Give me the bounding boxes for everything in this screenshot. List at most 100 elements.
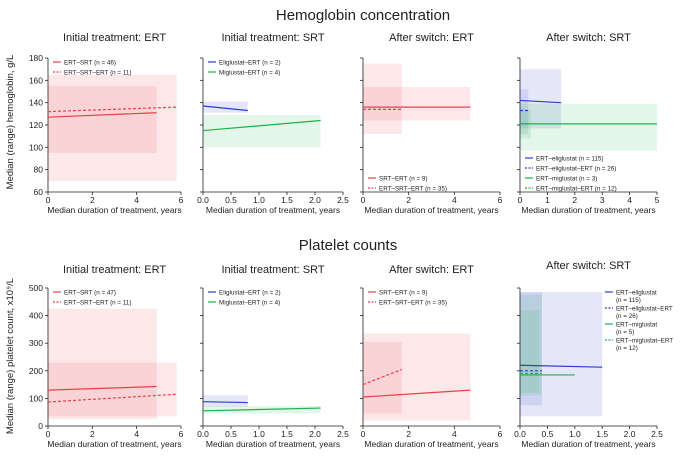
x-axis-title: Median duration of treatment, years — [47, 205, 181, 215]
x-tick-label: 2 — [406, 195, 411, 205]
x-tick-label: 0 — [46, 195, 51, 205]
x-tick-label: 6 — [498, 195, 503, 205]
x-tick-label: 1.0 — [569, 429, 581, 439]
series-line-1 — [202, 401, 248, 404]
hemoglobin-y-axis-label: Median (range) hemoglobin, g/L — [5, 55, 16, 190]
series-line-2 — [47, 393, 177, 403]
series-line-1 — [519, 364, 603, 368]
x-tick-label: 0 — [46, 429, 51, 439]
series-line-1 — [47, 385, 157, 391]
panel-title: Initial treatment: SRT — [221, 32, 324, 44]
legend-entry-1: SRT–ERT (n = 9) — [379, 290, 427, 297]
range-band-2 — [363, 63, 402, 134]
x-tick-label: 5 — [655, 195, 660, 205]
x-tick-label: 0.5 — [541, 429, 553, 439]
range-band-1 — [363, 333, 471, 421]
legend-entry-1: Eliglustat–ERT (n = 2) — [219, 60, 281, 67]
x-tick-label: 6 — [498, 429, 503, 439]
x-tick-label: 3 — [600, 195, 605, 205]
legend-entry-2: Miglustat–ERT (n = 4) — [219, 70, 280, 77]
range-band-1 — [203, 101, 248, 113]
range-band-1 — [48, 85, 157, 153]
range-band-2 — [203, 114, 321, 148]
x-tick-label: 0 — [518, 195, 523, 205]
legend-entry-2: ERT–eliglustat–ERT (n = 26) — [616, 306, 673, 321]
legend-entry-3: ERT–miglustat (n = 5) — [616, 322, 657, 337]
y-tick-label: 160 — [29, 75, 43, 85]
range-band-1 — [203, 395, 248, 407]
panel-title: After switch: ERT — [389, 264, 474, 276]
y-tick-label: 300 — [29, 338, 43, 348]
series-line-1 — [202, 105, 248, 112]
x-tick-label: 6 — [179, 429, 184, 439]
chart-panel-hb-ert: Initial treatment: ERT608010012014016018… — [29, 32, 184, 215]
x-axis-title: Median duration of treatment, years — [521, 439, 655, 449]
panel-title: Initial treatment: ERT — [63, 32, 166, 44]
x-tick-label: 1.5 — [281, 429, 293, 439]
x-tick-label: 1.5 — [596, 429, 608, 439]
platelet-section-title: Platelet counts — [299, 237, 397, 254]
y-tick-label: 180 — [29, 53, 43, 63]
legend-entry-2: ERT–eliglustat–ERT (n = 26) — [536, 166, 616, 173]
x-axis-title: Median duration of treatment, years — [206, 205, 340, 215]
x-tick-label: 0.0 — [514, 429, 526, 439]
panel-title: After switch: SRT — [546, 32, 631, 44]
y-tick-label: 80 — [34, 165, 44, 175]
x-axis-title: Median duration of treatment, years — [364, 205, 498, 215]
x-tick-label: 0 — [361, 195, 366, 205]
legend-entry-1: Eliglustat–ERT (n = 2) — [219, 290, 281, 297]
legend-entry-1: ERT–eliglustat (n = 115) — [536, 156, 604, 163]
x-tick-label: 0.5 — [225, 429, 237, 439]
series-line-1 — [519, 99, 562, 104]
y-tick-label: 120 — [29, 120, 43, 130]
range-band-2 — [48, 74, 177, 181]
y-tick-label: 100 — [29, 142, 43, 152]
series-line-2 — [202, 119, 321, 132]
x-tick-label: 0.0 — [197, 429, 209, 439]
x-tick-label: 0.0 — [197, 195, 209, 205]
legend-entry-4: ERT–miglustat–ERT (n = 12) — [536, 186, 617, 193]
chart-panel-pl-after-srt: After switch: SRT 0.0 0.5 1.0 1.5 2.0 2.5Media… — [514, 260, 673, 449]
y-tick-label: 500 — [29, 283, 43, 293]
x-tick-label: 2.5 — [651, 429, 663, 439]
panel-title: Initial treatment: SRT — [221, 264, 324, 276]
platelet-y-axis-label: Median (range) platelet count, x10⁹/L — [5, 278, 16, 434]
x-axis-title: Median duration of treatment, years — [364, 439, 498, 449]
legend-entry-line: ERT–miglustat–ERT — [616, 338, 673, 345]
panel-title: Initial treatment: ERT — [63, 264, 166, 276]
chart-panel-pl-srt: Initial treatment: SRT 0.0 0.5 1.0 1.5 2.0 2.5… — [197, 264, 349, 449]
legend-entry-line: ERT–eliglustat — [616, 290, 657, 297]
panel-title: After switch: SRT — [546, 260, 631, 272]
x-tick-label: 0.5 — [225, 195, 237, 205]
y-tick-label: 400 — [29, 311, 43, 321]
y-tick-label: 140 — [29, 98, 43, 108]
series-line-2 — [202, 407, 321, 412]
x-tick-label: 4 — [452, 195, 457, 205]
series-line-2 — [47, 106, 177, 113]
x-tick-label: 2.0 — [309, 429, 321, 439]
legend-entry-line: ERT–miglustat — [616, 322, 657, 329]
x-axis-title: Median duration of treatment, years — [206, 439, 340, 449]
legend-entry-2: ERT–SRT–ERT (n = 35) — [379, 300, 447, 307]
range-band-4 — [520, 310, 540, 393]
x-tick-label: 2.5 — [337, 195, 349, 205]
legend-entry-count: (n = 12) — [616, 345, 638, 352]
x-tick-label: 1.0 — [253, 429, 265, 439]
legend-entry-4: ERT–miglustat–ERT (n = 12) — [616, 338, 673, 353]
x-tick-label: 4 — [134, 195, 139, 205]
legend-entry-count: (n = 115) — [616, 297, 641, 304]
x-tick-label: 6 — [179, 195, 184, 205]
x-tick-label: 0 — [361, 429, 366, 439]
chart-panel-hb-srt: Initial treatment: SRT 0.0 0.5 1.0 1.5 2.0 2.5… — [197, 32, 349, 215]
panel-title: After switch: ERT — [389, 32, 474, 44]
legend-entry-1: ERT–SRT (n = 47) — [64, 290, 116, 297]
legend-entry-2: ERT–SRT–ERT (n = 11) — [64, 70, 132, 77]
y-tick-label: 100 — [29, 393, 43, 403]
range-band-2 — [520, 89, 529, 134]
legend-entry-count: (n = 26) — [616, 313, 638, 320]
x-axis-title: Median duration of treatment, years — [47, 439, 181, 449]
